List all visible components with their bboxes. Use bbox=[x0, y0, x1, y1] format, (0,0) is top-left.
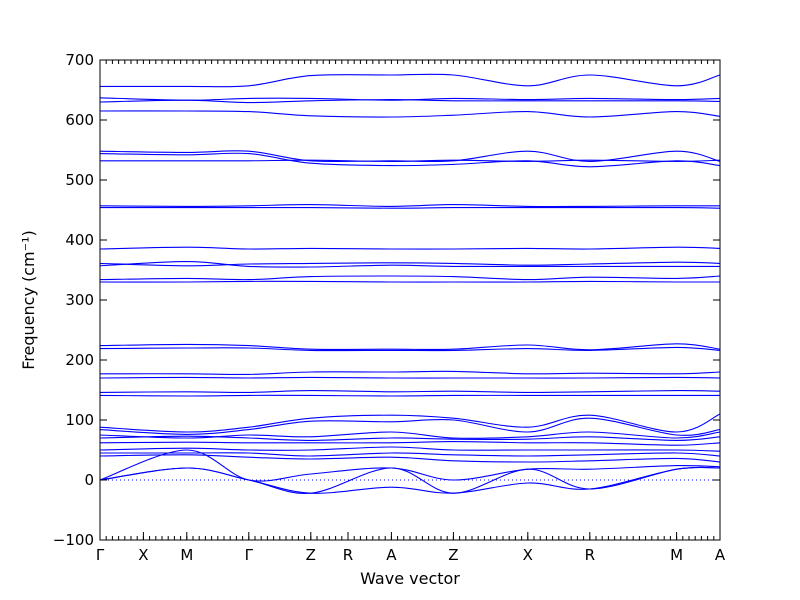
y-axis-ticks: −100 0 100 200 300 400 500 600 700 bbox=[53, 51, 720, 549]
band-line bbox=[99, 413, 721, 433]
y-tick-label: 300 bbox=[65, 291, 94, 309]
band-line bbox=[99, 261, 721, 267]
band-line bbox=[99, 110, 721, 118]
band-line bbox=[99, 99, 721, 104]
band-line bbox=[99, 152, 721, 168]
band-line bbox=[99, 150, 721, 163]
band-line bbox=[100, 452, 721, 457]
band-line bbox=[99, 466, 721, 494]
band-line bbox=[99, 346, 721, 352]
band-line bbox=[99, 435, 721, 441]
x-tick-label: A bbox=[386, 546, 397, 564]
y-tick-label: 600 bbox=[65, 111, 94, 129]
band-lines bbox=[99, 73, 721, 494]
x-tick-label: X bbox=[138, 546, 148, 564]
band-line bbox=[100, 159, 721, 162]
band-line bbox=[99, 280, 721, 283]
band-line bbox=[99, 275, 721, 281]
y-tick-label: 200 bbox=[65, 351, 94, 369]
y-tick-label: −100 bbox=[53, 531, 94, 549]
x-axis-label: Wave vector bbox=[360, 569, 460, 588]
band-line bbox=[99, 390, 721, 393]
band-line bbox=[99, 441, 721, 446]
y-tick-label: 500 bbox=[65, 171, 94, 189]
band-line bbox=[99, 394, 720, 397]
x-tick-label: R bbox=[585, 546, 595, 564]
band-line bbox=[99, 73, 721, 88]
x-tick-label: Γ bbox=[96, 546, 105, 564]
x-tick-label: A bbox=[715, 546, 726, 564]
band-line bbox=[99, 207, 721, 209]
band-line bbox=[99, 431, 721, 439]
band-line bbox=[99, 454, 721, 463]
y-tick-label: 0 bbox=[84, 471, 94, 489]
y-tick-label: 100 bbox=[65, 411, 94, 429]
x-tick-label: X bbox=[523, 546, 533, 564]
y-axis-label: Frequency (cm⁻¹) bbox=[19, 230, 38, 369]
band-line bbox=[99, 417, 721, 436]
x-tick-label: M bbox=[670, 546, 683, 564]
band-line bbox=[99, 246, 721, 250]
x-tick-label: R bbox=[343, 546, 353, 564]
band-line bbox=[99, 446, 721, 452]
x-tick-label: Γ bbox=[245, 546, 254, 564]
y-tick-label: 400 bbox=[65, 231, 94, 249]
band-line bbox=[99, 449, 721, 482]
x-tick-label: Z bbox=[306, 546, 316, 564]
x-tick-label: Z bbox=[448, 546, 458, 564]
band-line bbox=[99, 261, 720, 268]
band-line bbox=[99, 97, 721, 101]
band-line bbox=[99, 343, 721, 351]
x-tick-label: M bbox=[180, 546, 193, 564]
y-tick-label: 700 bbox=[65, 51, 94, 69]
band-line bbox=[99, 376, 721, 379]
band-line bbox=[99, 370, 721, 376]
band-line bbox=[99, 204, 721, 208]
